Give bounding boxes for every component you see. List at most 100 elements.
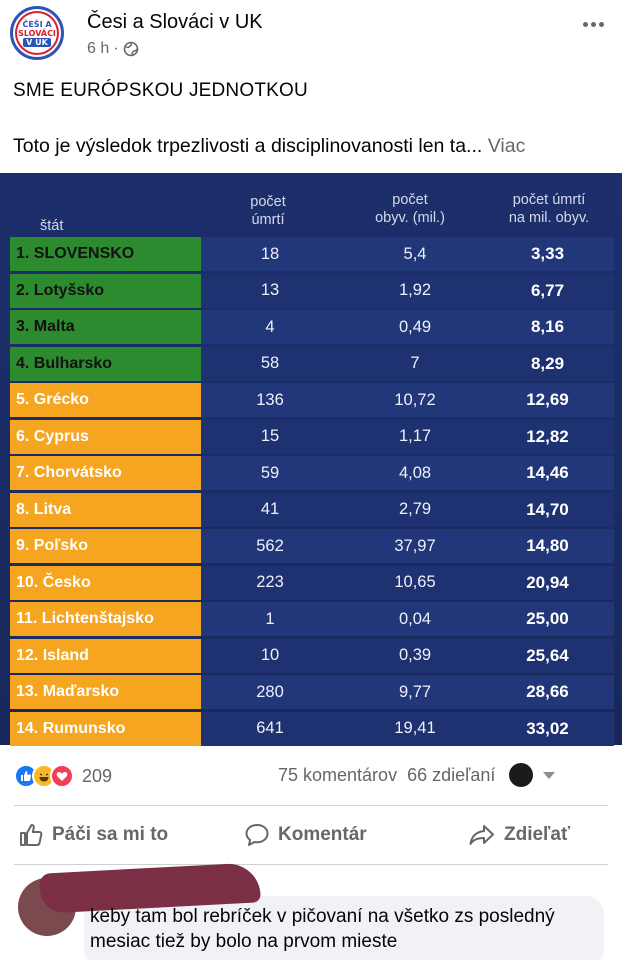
row-band (201, 492, 614, 527)
row-deaths: 59 (260, 463, 280, 482)
row-deaths: 562 (256, 536, 284, 555)
post-text: Toto je výsledok trpezlivosti a discipli… (13, 135, 525, 158)
row-state: 14. Rumunsko (10, 711, 201, 746)
row-population: 0,49 (398, 317, 432, 336)
meta-separator: · (113, 40, 119, 57)
row-deaths: 136 (256, 390, 284, 409)
see-more-link[interactable]: Viac (487, 135, 526, 157)
row-rate: 12,82 (526, 426, 569, 446)
row-deaths: 641 (256, 719, 284, 737)
post-time[interactable]: 6 h (87, 40, 110, 57)
shares-count-link[interactable]: 66 zdieľaní (407, 764, 496, 785)
row-state: 1. SLOVENSKO (10, 237, 201, 271)
header-deaths-line2: úmrtí (251, 212, 285, 228)
row-deaths: 18 (260, 244, 280, 263)
row-state: 7. Chorvátsko (10, 456, 201, 490)
post-title: SME EURÓPSKOU JEDNOTKOU (13, 80, 308, 101)
row-band (201, 711, 614, 746)
more-icon[interactable] (583, 22, 604, 27)
table-row: 7. Chorvátsko 59 4,08 14,46 (10, 456, 614, 491)
row-deaths: 13 (260, 281, 280, 299)
table-row: 11. Lichtenštajsko 1 0,04 25,00 (10, 602, 614, 637)
post-text-body: Toto je výsledok trpezlivosti a discipli… (13, 135, 483, 157)
post-stats: 75 komentárov 66 zdieľaní (278, 763, 556, 787)
row-rate: 12,69 (526, 390, 569, 409)
row-deaths: 10 (260, 646, 280, 664)
reaction-count: 209 (82, 765, 113, 786)
row-band (201, 565, 614, 600)
header-rate-line2: na mil. obyv. (508, 210, 590, 226)
row-population: 10,65 (394, 573, 436, 591)
reactions-summary[interactable]: 209 (14, 762, 112, 790)
row-band (201, 529, 614, 563)
row-state: 6. Cyprus (10, 419, 201, 454)
header-deaths-line1: počet (250, 194, 286, 210)
row-deaths: 280 (256, 682, 284, 701)
header-pop-line1: počet (392, 192, 428, 208)
row-rate: 25,64 (526, 645, 569, 665)
group-name-link[interactable]: Česi a Slováci v UK (87, 11, 263, 33)
header-rate: počet úmrtí na mil. obyv. (490, 191, 608, 227)
comments-count-link[interactable]: 75 komentárov (278, 764, 398, 785)
row-state: 10. Česko (10, 565, 201, 600)
table-row: 14. Rumunsko 641 19,41 33,02 (10, 711, 614, 747)
row-population: 7 (410, 354, 420, 372)
share-label: Zdieľať (504, 824, 571, 845)
ranking-table-image[interactable]: štát počet úmrtí počet obyv. (mil.) poče… (0, 173, 622, 747)
chevron-down-icon[interactable] (543, 771, 556, 779)
header-pop-line2: obyv. (mil.) (375, 210, 445, 226)
row-deaths: 15 (260, 427, 280, 445)
row-population: 0,04 (398, 609, 432, 628)
post-actions: Páči sa mi to Komentár Zdieľať (0, 812, 622, 862)
row-state: 9. Poľsko (10, 529, 201, 563)
row-rate: 14,80 (526, 536, 569, 555)
row-population: 5,4 (403, 244, 427, 263)
row-band (201, 602, 614, 636)
divider (14, 864, 608, 865)
comment-icon (245, 824, 269, 846)
row-population: 0,39 (398, 646, 432, 664)
header-rate-line1: počet úmrtí (512, 192, 586, 208)
globe-icon (123, 41, 138, 57)
logo-line-3: V UK (23, 37, 51, 47)
row-band (201, 273, 614, 308)
viewer-avatar[interactable] (509, 763, 534, 787)
row-rate: 14,46 (526, 463, 569, 482)
row-state: 2. Lotyšsko (10, 273, 201, 308)
logo-line-1: ČEŠI A (22, 19, 52, 29)
row-band (201, 638, 614, 673)
table-row: 3. Malta 4 0,49 8,16 (10, 310, 614, 345)
row-rate: 14,70 (526, 499, 569, 519)
row-population: 10,72 (394, 390, 436, 409)
row-deaths: 223 (256, 573, 284, 591)
row-band (201, 456, 614, 490)
share-icon (469, 825, 494, 845)
row-band (201, 310, 614, 344)
row-rate: 28,66 (526, 682, 569, 701)
row-population: 1,92 (398, 281, 432, 299)
row-population: 1,17 (398, 427, 432, 445)
table-row: 13. Maďarsko 280 9,77 28,66 (10, 675, 614, 710)
row-band (201, 419, 614, 454)
comment-text: keby tam bol rebríček v pičovaní na všet… (90, 906, 555, 952)
row-deaths: 4 (265, 317, 275, 336)
table-row: 6. Cyprus 15 1,17 12,82 (10, 419, 614, 455)
row-deaths: 58 (260, 354, 280, 372)
post-header: ČEŠI A SLOVÁCI V UK Česi a Slováci v UK … (0, 0, 622, 70)
table-row: 2. Lotyšsko 13 1,92 6,77 (10, 273, 614, 309)
row-rate: 33,02 (526, 718, 569, 738)
comment-button[interactable]: Komentár (244, 822, 367, 848)
share-button[interactable]: Zdieľať (468, 822, 570, 848)
row-rate: 8,29 (530, 353, 565, 373)
table-row: 8. Litva 41 2,79 14,70 (10, 492, 614, 528)
header-deaths: počet úmrtí (228, 193, 308, 229)
table-row: 1. SLOVENSKO 18 5,4 3,33 (10, 237, 614, 272)
row-population: 19,41 (394, 719, 436, 737)
row-deaths: 41 (260, 500, 280, 518)
like-button[interactable]: Páči sa mi to (18, 822, 168, 848)
group-logo[interactable]: ČEŠI A SLOVÁCI V UK (10, 6, 64, 60)
row-deaths: 1 (265, 609, 275, 628)
row-band (201, 675, 614, 709)
row-band (201, 346, 614, 381)
post-meta: 6 h · (87, 40, 139, 58)
